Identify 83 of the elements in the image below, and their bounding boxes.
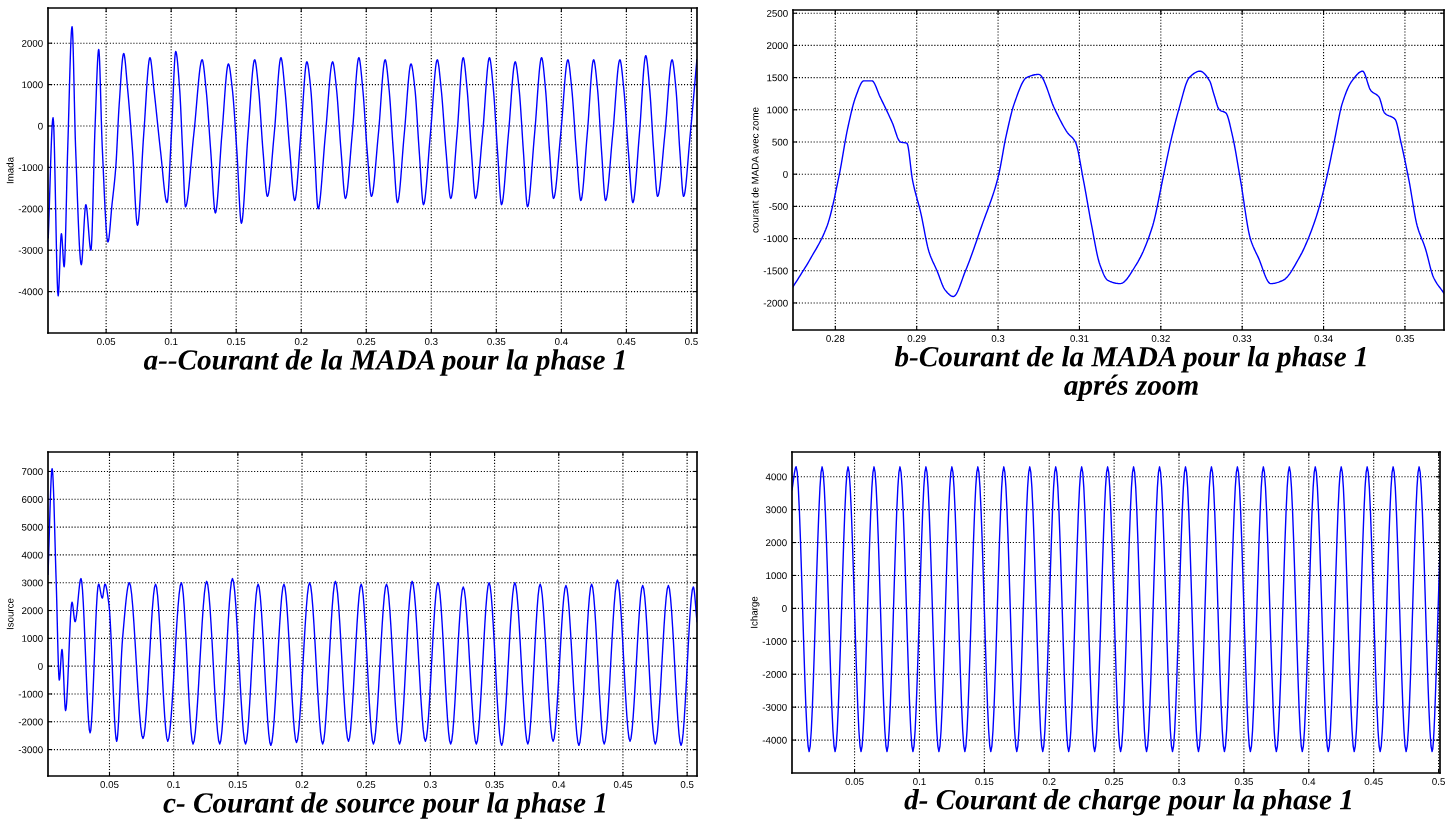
- x-tick-label: 0.25: [1105, 778, 1124, 785]
- x-tick-label: 0.2: [295, 781, 309, 788]
- x-tick-label: 0.3: [424, 338, 438, 345]
- y-tick-label: 2000: [22, 39, 43, 47]
- y-tick-label: -500: [769, 203, 788, 210]
- x-tick-label: 0.25: [357, 781, 376, 788]
- text: d- Courant de charge pour la phase 1: [904, 789, 1351, 816]
- x-tick-label: 0.45: [617, 338, 636, 345]
- x-tick-label: 0.3: [991, 335, 1005, 342]
- x-tick-label: 0.35: [1234, 778, 1253, 785]
- x-tick-label: 0.5: [680, 781, 694, 788]
- x-tick-label: 0.5: [685, 338, 698, 345]
- y-tick-label: 4000: [765, 473, 787, 481]
- y-tick-label: 1000: [767, 106, 788, 114]
- x-tick-label: 0.4: [554, 338, 568, 345]
- x-tick-label: 0.2: [294, 338, 308, 345]
- x-tick-label: 0.45: [1364, 778, 1383, 785]
- y-tick-label: 0: [783, 170, 788, 178]
- y-tick-label: 5000: [21, 523, 43, 531]
- x-tick-label: 0.05: [100, 781, 119, 788]
- x-tick-label: 0.3: [1172, 778, 1186, 785]
- y-tick-label: -3000: [18, 246, 43, 254]
- x-tick-label: 0.28: [826, 335, 845, 342]
- y-tick-label: 0: [38, 662, 43, 670]
- y-tick-label: -3000: [762, 703, 787, 711]
- x-tick-label: 0.4: [552, 781, 566, 788]
- y-axis-title: Imada: [6, 156, 14, 184]
- y-tick-label: 7000: [22, 468, 43, 476]
- text: c- Courant de source pour la phase 1: [163, 792, 605, 819]
- x-tick-label: 0.3: [424, 781, 437, 788]
- y-tick-label: 1000: [766, 572, 787, 580]
- x-tick-label: 0.15: [227, 338, 246, 345]
- y-axis-title: Isource: [6, 598, 14, 630]
- y-tick-label: -2000: [763, 299, 788, 307]
- y-axis-title: courant de MADA avec zome: [751, 107, 759, 233]
- x-tick-label: 0.15: [975, 778, 994, 785]
- y-tick-label: 2000: [767, 42, 788, 50]
- y-tick-label: 1000: [22, 635, 43, 642]
- x-tick-label: 0.35: [485, 781, 504, 788]
- x-tick-label: 0.35: [1395, 335, 1414, 342]
- y-tick-label: 500: [772, 138, 788, 146]
- x-tick-label: 0.25: [357, 338, 376, 345]
- y-tick-label: 2000: [766, 539, 787, 547]
- x-tick-label: 0.29: [907, 335, 926, 342]
- y-tick-label: 3000: [21, 579, 43, 587]
- y-tick-label: -1000: [18, 164, 43, 172]
- y-tick-label: 6000: [22, 496, 43, 503]
- x-tick-label: 0.31: [1070, 335, 1089, 342]
- y-tick-label: -3000: [18, 746, 43, 754]
- x-tick-label: 0.05: [845, 778, 864, 785]
- x-tick-label: 0.05: [97, 338, 116, 345]
- y-tick-label: 0: [38, 122, 43, 130]
- x-tick-label: 0.1: [913, 778, 926, 785]
- x-tick-label: 0.35: [487, 338, 506, 345]
- y-tick-label: 0: [782, 605, 787, 612]
- x-tick-label: 0.1: [164, 338, 178, 345]
- y-tick-label: 2500: [767, 9, 788, 17]
- y-tick-label: -1500: [763, 267, 788, 275]
- y-axis-title: Icharge: [750, 596, 760, 628]
- x-tick-label: 0.5: [1432, 778, 1445, 785]
- x-tick-label: 0.33: [1233, 335, 1252, 342]
- y-tick-label: -4000: [762, 736, 787, 744]
- y-tick-label: 2000: [22, 607, 43, 615]
- text: b-Courant de la MADA pour la phase 1 aprés zoom: [894, 346, 1366, 401]
- x-tick-label: 0.15: [228, 781, 247, 788]
- x-tick-label: 0.32: [1151, 335, 1170, 342]
- x-tick-label: 0.34: [1314, 335, 1333, 342]
- y-tick-label: -4000: [18, 288, 43, 296]
- y-tick-label: 1000: [22, 81, 43, 89]
- y-tick-label: -2000: [18, 718, 43, 726]
- x-tick-label: 0.2: [1042, 778, 1056, 785]
- y-tick-label: -2000: [18, 205, 43, 213]
- y-tick-label: -2000: [762, 670, 787, 678]
- y-tick-label: -1000: [762, 638, 787, 645]
- x-tick-label: 0.45: [613, 781, 632, 788]
- x-tick-label: 0.4: [1302, 778, 1316, 785]
- x-tick-label: 0.1: [167, 781, 180, 788]
- y-tick-label: 4000: [21, 551, 43, 559]
- y-tick-label: -1000: [18, 690, 43, 698]
- y-tick-label: 3000: [765, 506, 787, 514]
- y-tick-label: 1500: [767, 74, 788, 82]
- y-tick-label: -1000: [763, 235, 788, 243]
- text: a--Courant de la MADA pour la phase 1: [143, 349, 625, 376]
